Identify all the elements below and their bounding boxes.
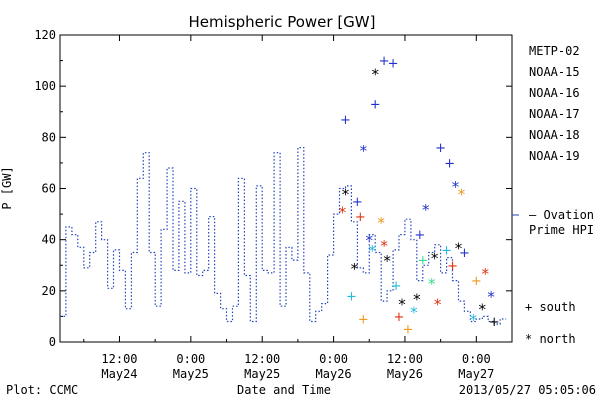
y-axis: 0 20 40 60 80 100 120 (34, 28, 512, 349)
point-noaa-16-north: * (410, 303, 418, 321)
point-noaa-15-south: + (414, 228, 425, 243)
plot-frame (59, 34, 513, 343)
legend-north: * north (525, 332, 576, 346)
point-metp-02-north: * (413, 291, 421, 309)
point-noaa-17-south: + (417, 254, 428, 269)
point-noaa-19-north: * (380, 237, 388, 255)
point-metp-02-north: * (479, 301, 487, 319)
point-noaa-15-north: * (487, 288, 495, 306)
point-noaa-15-south: + (379, 54, 390, 69)
footer-right: 2013/05/27 05:05:06 (459, 383, 596, 397)
point-noaa-15-south: + (459, 246, 470, 261)
point-metp-02-north: * (351, 260, 359, 278)
point-noaa-19-north: * (481, 265, 489, 283)
point-noaa-15-south: + (340, 113, 351, 128)
legend-noaa-17: NOAA-17 (529, 107, 580, 121)
point-metp-02-north: * (398, 296, 406, 314)
x-axis: 12:00May240:00May2512:00May250:00May2612… (83, 35, 494, 381)
y-tick-label: 60 (42, 182, 56, 196)
x-tick-time: 12:00 (101, 352, 137, 366)
point-noaa-19-north: * (339, 204, 347, 222)
x-tick-time: 12:00 (387, 352, 423, 366)
point-metp-02-north: * (455, 239, 463, 257)
point-metp-02-south: + (489, 315, 500, 330)
point-noaa-16-south: + (441, 243, 452, 258)
point-noaa-17-north: * (428, 275, 436, 293)
point-noaa-16-south: + (391, 279, 402, 294)
legend-noaa-19: NOAA-19 (529, 149, 580, 163)
point-noaa-15-south: + (444, 156, 455, 171)
legend-ovation-line2: Prime HPI (529, 223, 594, 237)
point-metp-02-north: * (371, 65, 379, 83)
x-tick-date: May26 (316, 367, 352, 381)
x-tick-date: May27 (458, 367, 494, 381)
y-tick-label: 100 (34, 79, 56, 93)
point-noaa-18-south: + (471, 274, 482, 289)
point-metp-02-north: * (383, 252, 391, 270)
point-noaa-15-north: * (360, 142, 368, 160)
y-tick-label: 80 (42, 130, 56, 144)
point-noaa-19-south: + (447, 259, 458, 274)
point-noaa-19-north: * (434, 296, 442, 314)
point-noaa-15-south: + (352, 195, 363, 210)
x-tick-time: 0:00 (176, 352, 205, 366)
x-axis-label: Date and Time (237, 383, 331, 397)
x-tick-date: May25 (244, 367, 280, 381)
point-metp-02-north: * (431, 250, 439, 268)
point-noaa-16-north: * (368, 242, 376, 260)
x-tick-date: May25 (173, 367, 209, 381)
point-noaa-18-south: + (358, 312, 369, 327)
legend: METP-02 NOAA-15 NOAA-16 NOAA-17 NOAA-18 NOAA-… (512, 44, 594, 346)
satellite-points: +++++** +*++*+**** ** ****++*+*+*+*+*+*+* +*… (339, 54, 500, 338)
x-tick-date: May26 (387, 367, 423, 381)
legend-noaa-15: NOAA-15 (529, 65, 580, 79)
legend-south: + south (525, 300, 576, 314)
y-tick-label: 40 (42, 233, 56, 247)
y-tick-label: 120 (34, 28, 56, 42)
footer-left: Plot: CCMC (6, 383, 78, 397)
legend-noaa-18: NOAA-18 (529, 128, 580, 142)
y-axis-label: P [GW] (0, 166, 14, 209)
y-tick-label: 0 (49, 335, 56, 349)
legend-metp-02: METP-02 (529, 44, 580, 58)
point-noaa-15-north: * (422, 201, 430, 219)
point-noaa-16-north: * (470, 311, 478, 329)
point-noaa-15-south: + (435, 141, 446, 156)
chart-title: Hemispheric Power [GW] (189, 13, 376, 31)
point-noaa-18-north: * (458, 186, 466, 204)
x-tick-time: 12:00 (244, 352, 280, 366)
point-noaa-16-south: + (346, 289, 357, 304)
y-tick-label: 20 (42, 284, 56, 298)
point-noaa-18-north: * (377, 214, 385, 232)
legend-ovation-line1: – Ovation (529, 208, 594, 222)
point-noaa-15-north: * (366, 232, 374, 250)
legend-noaa-16: NOAA-16 (529, 86, 580, 100)
point-noaa-15-south: + (370, 98, 381, 113)
point-noaa-18-south: + (402, 323, 413, 338)
x-tick-date: May24 (101, 367, 137, 381)
point-noaa-19-south: + (355, 210, 366, 225)
x-tick-time: 0:00 (319, 352, 348, 366)
x-tick-time: 0:00 (462, 352, 491, 366)
ovation-hpi-line (60, 147, 507, 325)
point-noaa-15-north: * (452, 178, 460, 196)
point-noaa-19-south: + (394, 310, 405, 325)
point-noaa-15-south: + (388, 57, 399, 72)
point-metp-02-north: * (342, 186, 350, 204)
